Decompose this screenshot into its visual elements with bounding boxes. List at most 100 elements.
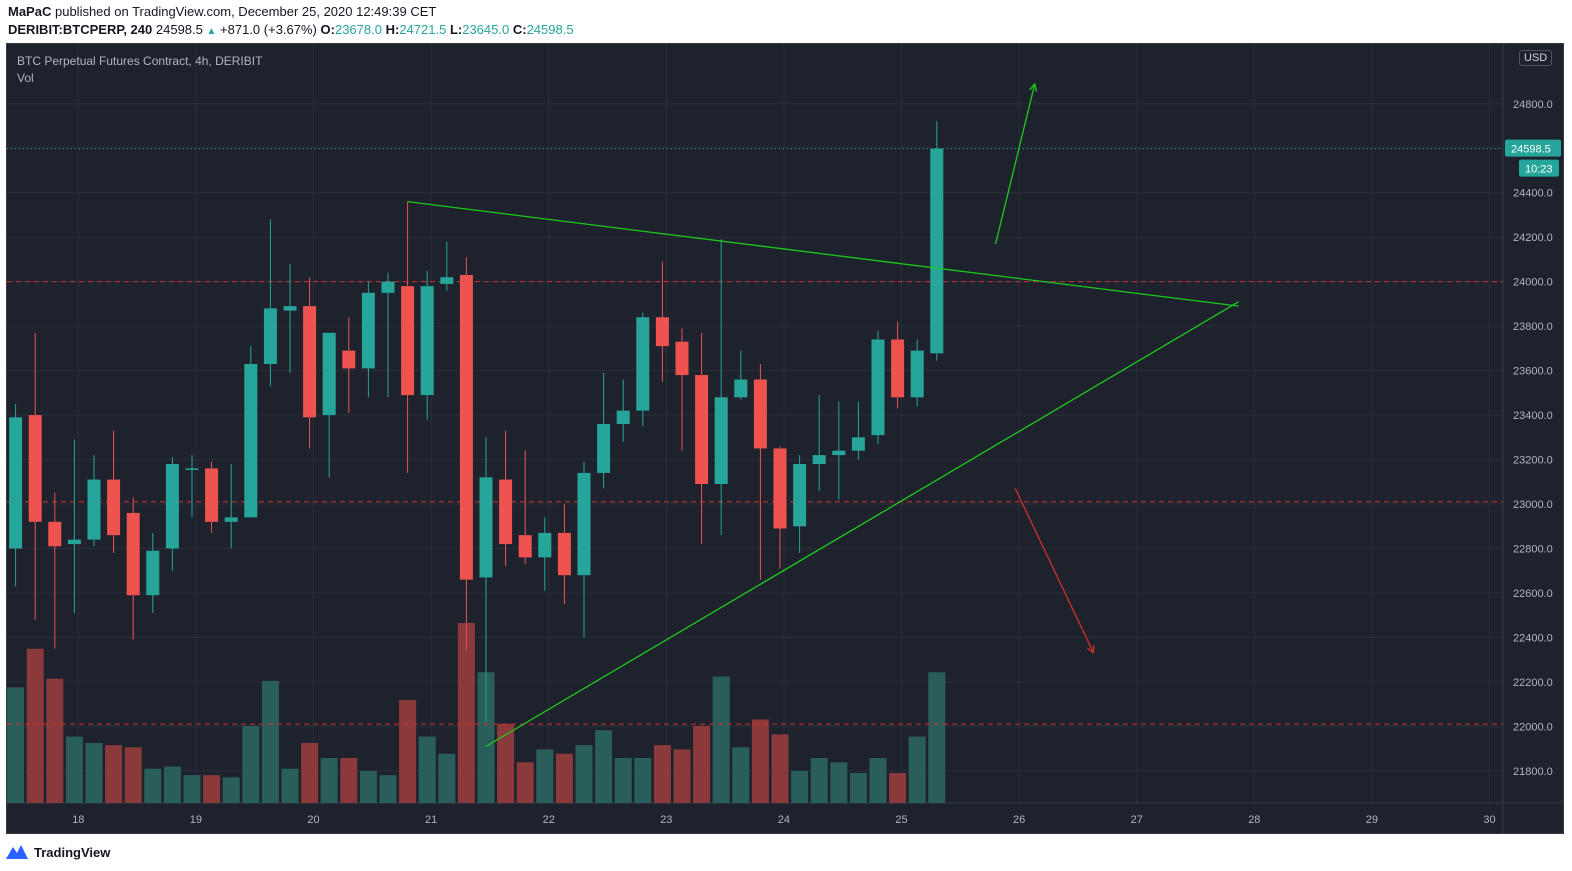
volume-bar [46,678,64,803]
volume-bar [732,747,750,803]
candle-body [655,317,669,347]
volume-bar [497,723,515,803]
volume-bar [7,687,25,803]
arrow-head [1029,83,1036,91]
candle-body [67,539,81,545]
arrow-head [1034,83,1038,92]
tradingview-logo-icon[interactable] [6,845,28,859]
candle-body [793,464,807,527]
time-tick-label: 29 [1366,814,1378,826]
candle-body [361,292,375,369]
candle-body [185,468,199,470]
candle-body [87,479,101,540]
price-tick-label: 23600.0 [1513,366,1553,378]
volume-bar [203,775,221,803]
footer: TradingView [6,838,110,866]
time-tick-label: 25 [895,814,907,826]
volume-bar [320,758,338,803]
time-tick-label: 18 [72,814,84,826]
volume-bar [595,730,613,803]
price-tick-label: 24200.0 [1513,232,1553,244]
volume-bar [849,773,867,803]
candle-body [518,535,532,558]
volume-bar [673,749,691,803]
candle-body [459,275,473,580]
candle-body [107,479,121,536]
volume-bar [144,768,162,803]
volume-bar [261,680,279,803]
time-tick-label: 19 [190,814,202,826]
candle-body [9,417,23,549]
last-price: 24598.5 [155,22,203,37]
candle-body [871,339,885,436]
price-tick-label: 22000.0 [1513,721,1553,733]
candle-body [714,397,728,485]
volume-bar [653,745,671,803]
volume-bar [555,753,573,803]
candle-body [146,550,160,596]
volume-bar [124,747,142,803]
price-tick-label: 23200.0 [1513,455,1553,467]
price-tick-label: 22400.0 [1513,632,1553,644]
volume-bar [791,770,809,803]
close-label: C: [512,22,527,37]
volume-bar [928,672,946,803]
open-value: 23678.0 [334,22,382,37]
time-tick-label: 26 [1013,814,1025,826]
price-chart[interactable]: 21800.0 22000.0 22200.0 22400.0 22600.0 22800… [7,44,1563,833]
volume-bar [26,648,44,803]
candle-body [616,410,630,424]
volume-bar [399,700,417,803]
candle-body [165,464,179,549]
close-value: 24598.5 [526,22,574,37]
candle-body [205,468,219,522]
price-tick-label: 24000.0 [1513,277,1553,289]
published-text: published on TradingView.com, December 2… [54,4,437,19]
volume-bar [222,777,240,803]
volume-bar [536,749,554,803]
author-name[interactable]: MaPaC [8,4,52,19]
candle-body [636,317,650,411]
countdown-tag [1519,159,1559,177]
candle-body [283,306,297,311]
volume-bar [751,719,769,803]
candle-body [420,286,434,396]
candle-body [401,286,415,396]
last-price-tag-label: 24598.5 [1511,144,1551,156]
symbol-label: DERIBIT:BTCPERP, 240 [8,22,153,37]
volume-bar [85,743,103,803]
chart-panel[interactable]: 21800.0 22000.0 22200.0 22400.0 22600.0 22800… [6,43,1564,834]
price-tick-label: 23800.0 [1513,321,1553,333]
candle-body [695,375,709,485]
volume-bar [634,758,652,803]
trendline [407,200,1239,307]
candle-body [381,281,395,293]
candle-body [440,277,454,284]
high-value: 24721.5 [399,22,447,37]
time-tick-label: 28 [1248,814,1260,826]
time-tick-label: 23 [660,814,672,826]
candle-body [303,306,317,418]
volume-bar [516,762,534,803]
brand-label[interactable]: TradingView [34,844,111,860]
candle-body [734,379,748,398]
price-tick-label: 24400.0 [1513,188,1553,200]
volume-bar [340,758,358,803]
currency-button[interactable]: USD [1519,50,1553,66]
candle-body [244,363,258,518]
volume-bar [693,725,711,803]
price-tick-label: 22600.0 [1513,588,1553,600]
up-triangle-icon: ▲ [206,26,217,37]
volume-bar [65,736,83,803]
volume-bar [359,770,377,803]
arrow-head [1086,647,1095,654]
time-tick-label: 30 [1483,814,1495,826]
candle-body [753,379,767,449]
candle-body [910,350,924,398]
volume-bar [242,725,260,803]
volume-bar [163,766,181,803]
candle-body [851,437,865,451]
volume-bar [477,672,495,803]
volume-bar [457,623,475,803]
candle-body [499,479,513,545]
